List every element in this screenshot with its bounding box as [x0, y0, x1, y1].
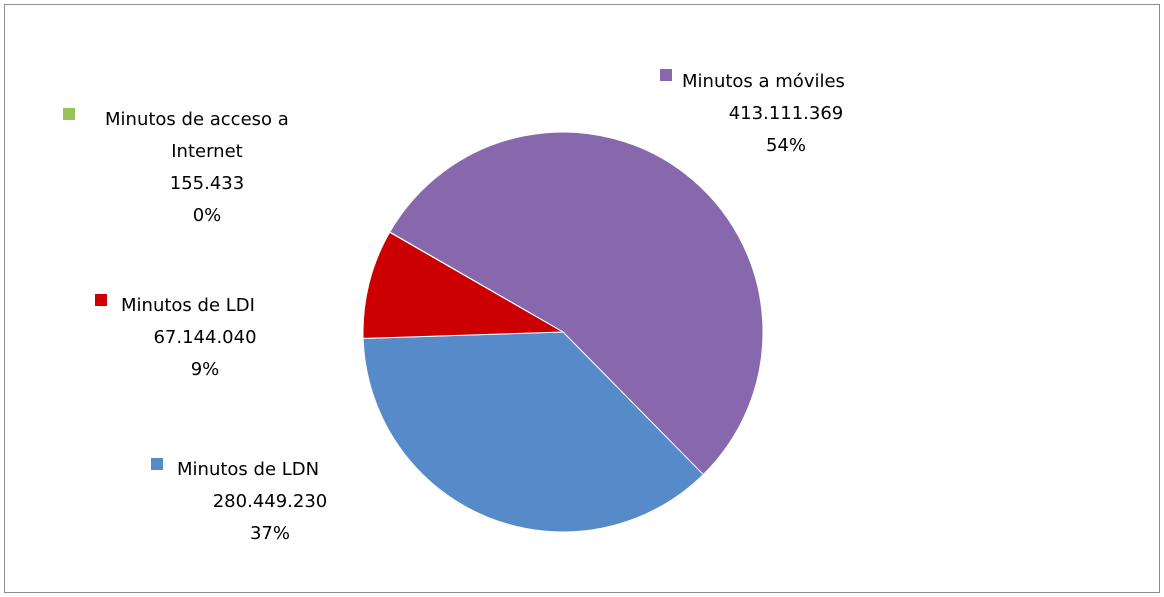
pie-slice-minutos-de-acceso-a-internet: [388, 231, 564, 333]
data-label-value-minutos-de-ldn: 280.449.230: [213, 491, 328, 512]
data-label-name-minutos-de-ldn: Minutos de LDN: [177, 459, 319, 480]
legend-swatch-minutos-de-acceso-a-internet: [63, 108, 75, 120]
data-label-name-minutos-a-moviles: Minutos a móviles: [682, 71, 845, 92]
data-label-percent-minutos-a-moviles: 54%: [766, 135, 806, 156]
data-label-name-minutos-de-acceso-a-internet: Minutos de acceso a: [105, 109, 289, 130]
data-label-value-minutos-a-moviles: 413.111.369: [729, 103, 844, 124]
data-label-name-minutos-de-ldi: Minutos de LDI: [121, 295, 255, 316]
pie-slice-minutos-a-moviles: [389, 131, 764, 476]
legend-swatch-minutos-de-ldi: [95, 294, 107, 306]
pie-slice-minutos-de-ldn: [362, 331, 704, 533]
data-label-percent-minutos-de-ldi: 9%: [191, 359, 220, 380]
data-label-value-minutos-de-ldi: 67.144.040: [153, 327, 256, 348]
data-label-value-minutos-de-acceso-a-internet: 155.433: [170, 173, 244, 194]
pie-slice-minutos-de-ldi: [362, 231, 565, 339]
data-label-percent-minutos-de-acceso-a-internet: 0%: [193, 205, 222, 226]
legend-swatch-minutos-de-ldn: [151, 458, 163, 470]
chart-frame: Minutos a móviles 413.111.369 54% Minutos d…: [4, 4, 1160, 593]
data-label-name-minutos-de-acceso-a-internet-cont: Internet: [171, 141, 242, 162]
pie-chart: Minutos a móviles 413.111.369 54% Minutos d…: [63, 69, 845, 544]
legend-swatch-minutos-a-moviles: [660, 69, 672, 81]
data-label-percent-minutos-de-ldn: 37%: [250, 523, 290, 544]
